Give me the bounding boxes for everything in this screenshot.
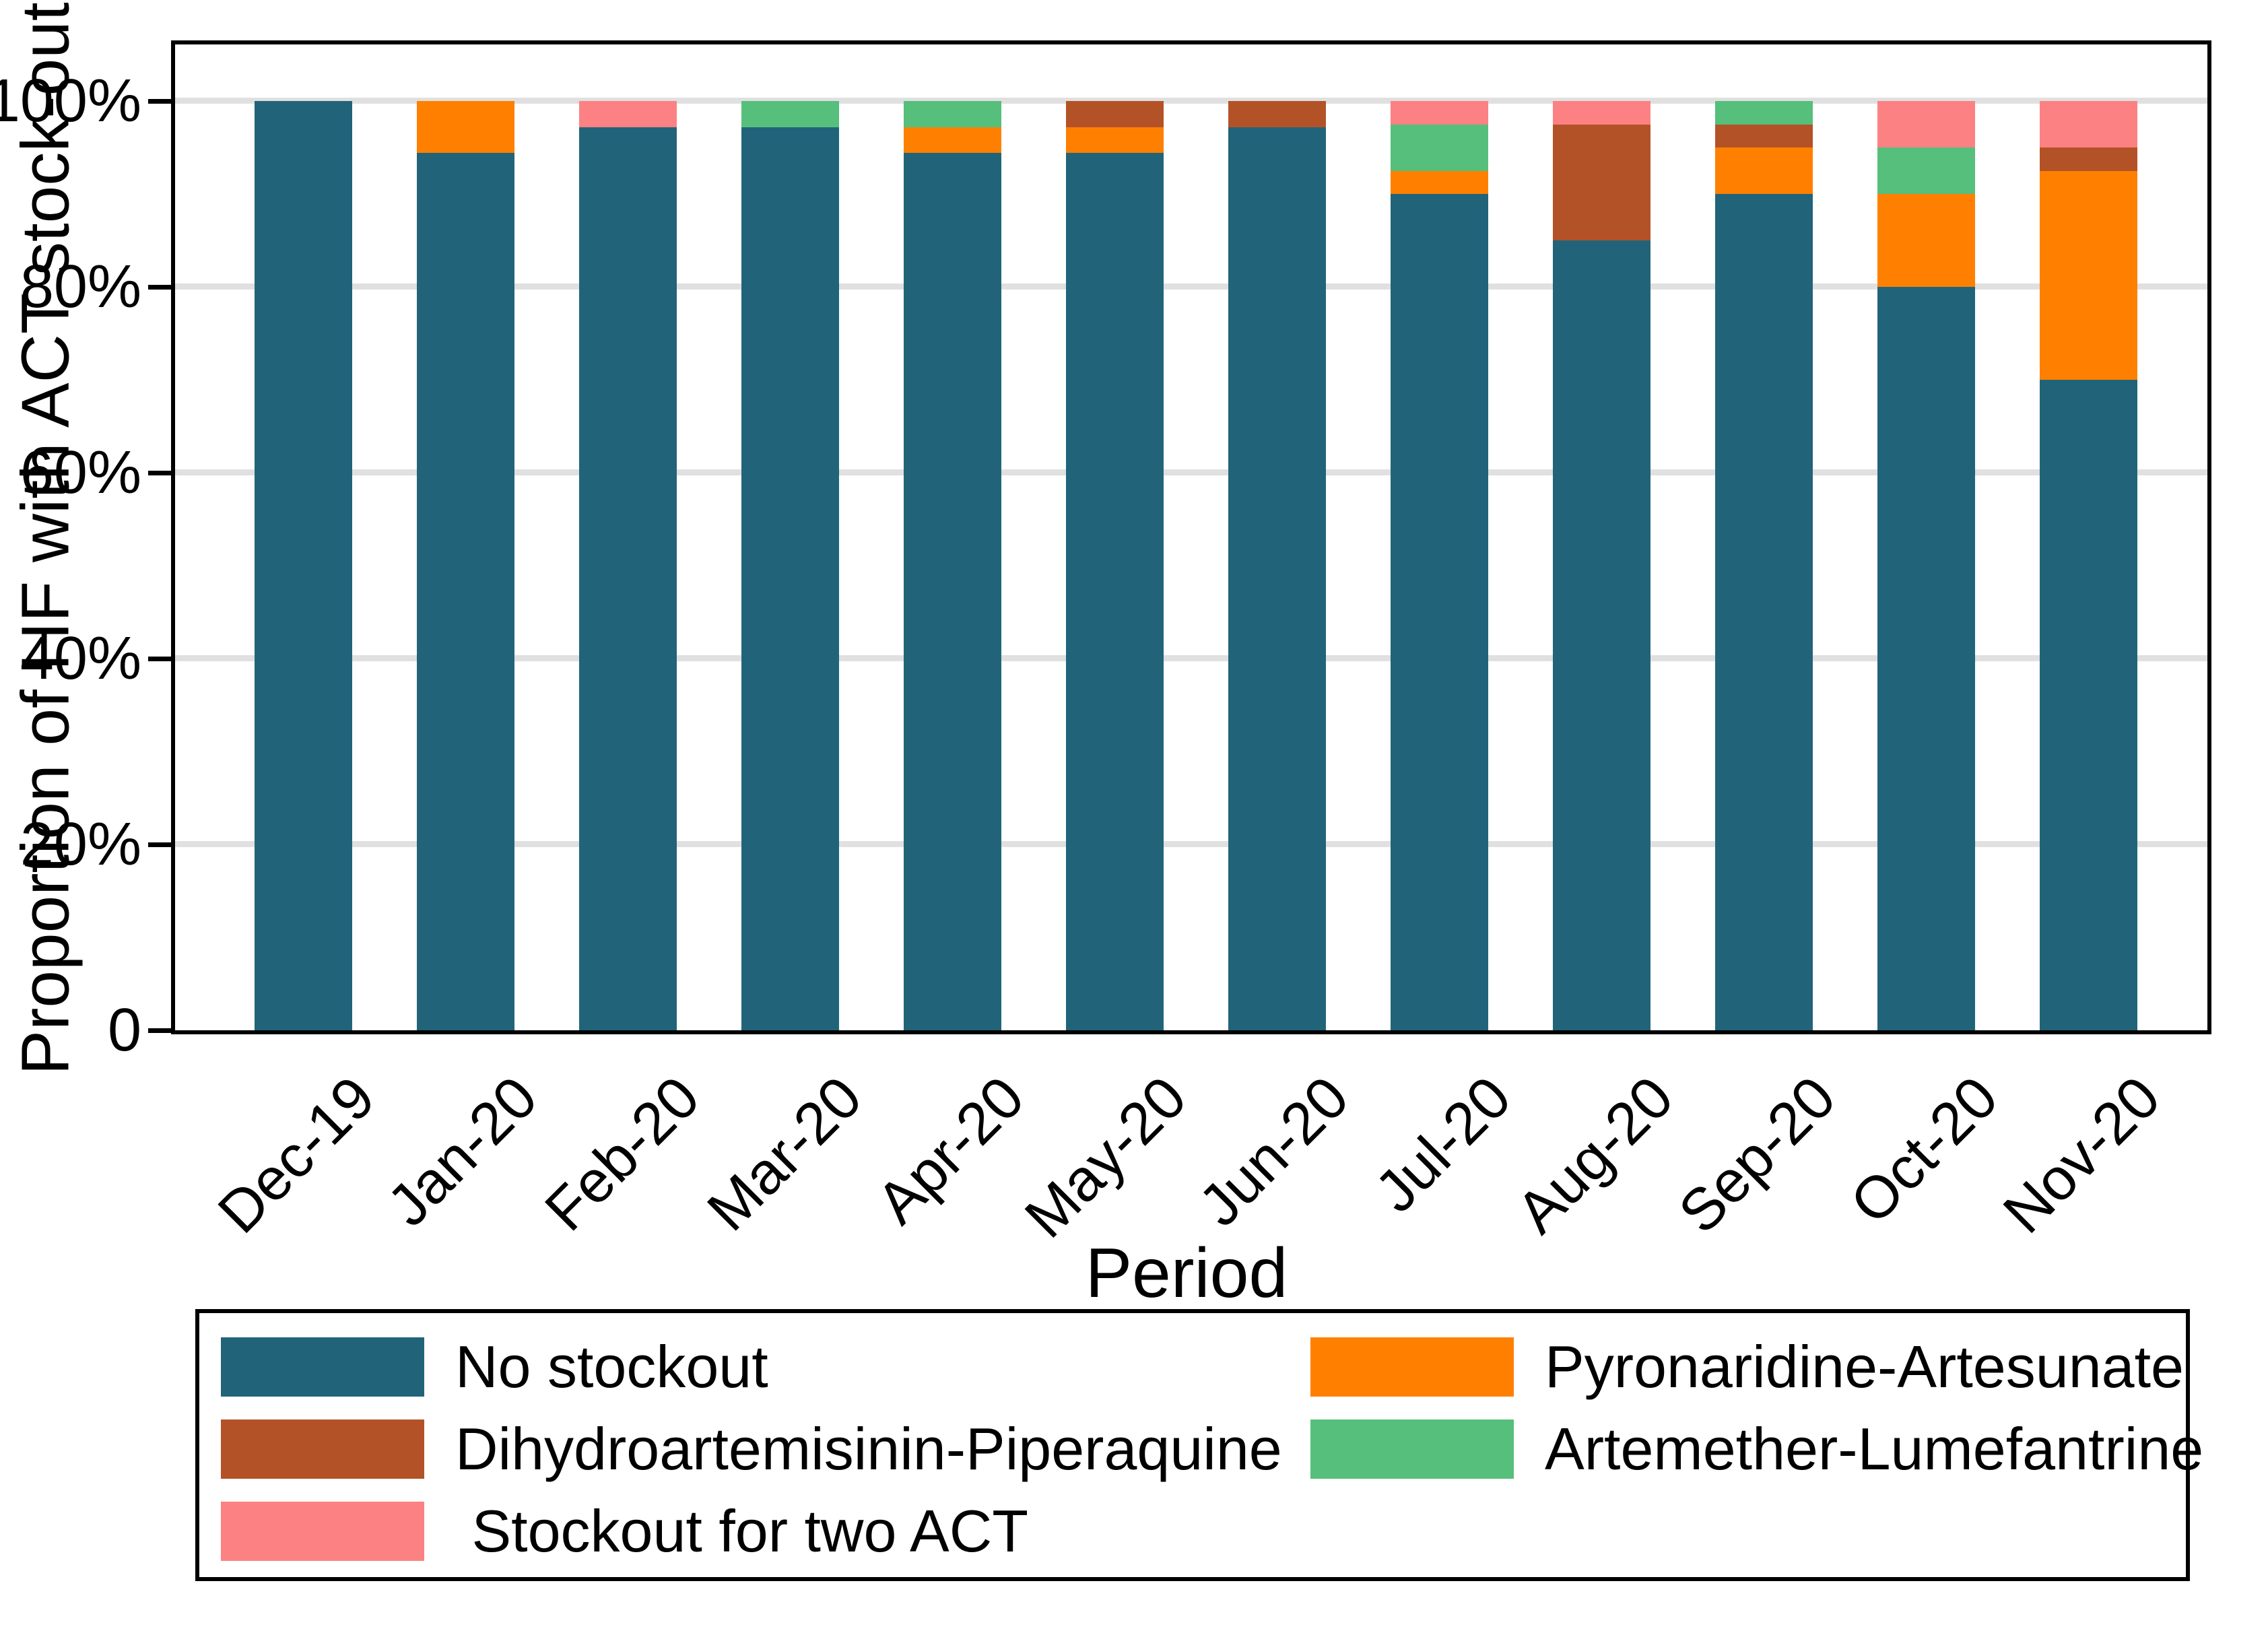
y-tick-80 — [148, 285, 171, 290]
y-tick-label-40: 40% — [20, 625, 141, 692]
legend-item-artemether-lumefantrine: Artemether-Lumefantrine — [1310, 1418, 2203, 1480]
bar-segment-no-stockout — [1390, 194, 1488, 1030]
gridline-80 — [175, 283, 2207, 290]
bar-segment-artemether-lumefantrine — [1714, 101, 1813, 125]
legend-label: Dihydroartemisinin-Piperaquine — [455, 1415, 1282, 1482]
legend-swatch-no-stockout — [221, 1337, 424, 1397]
bar-segment-pyronaridine-artesunate — [1877, 194, 1975, 287]
bar-segment-pyronaridine-artesunate — [2039, 170, 2137, 380]
legend-label: No stockout — [455, 1333, 768, 1400]
bar-Oct-20 — [1877, 101, 1975, 1030]
bar-segment-dihydroartemisinin-piperaquine — [1552, 124, 1650, 240]
bar-Jan-20 — [416, 101, 514, 1030]
bar-segment-no-stockout — [416, 153, 514, 1030]
bar-segment-pyronaridine-artesunate — [1065, 127, 1164, 154]
bar-segment-no-stockout — [254, 101, 352, 1030]
legend-swatch-artemether-lumefantrine — [1310, 1419, 1514, 1479]
bar-segment-dihydroartemisinin-piperaquine — [2039, 147, 2137, 171]
bar-Mar-20 — [741, 101, 839, 1030]
legend-label: Pyronaridine-Artesunate — [1545, 1333, 2184, 1400]
bar-segment-no-stockout — [1065, 153, 1164, 1030]
legend-swatch-pyronaridine-artesunate — [1310, 1337, 1514, 1397]
legend-label: Stockout for two ACT — [455, 1498, 1028, 1564]
bar-Jul-20 — [1390, 101, 1488, 1030]
plot-area — [175, 44, 2207, 1030]
bar-segment-dihydroartemisinin-piperaquine — [1065, 101, 1164, 127]
bar-segment-no-stockout — [1877, 287, 1975, 1030]
bar-segment-artemether-lumefantrine — [741, 101, 839, 127]
legend: No stockout Dihydroartemisinin-Piperaquin… — [195, 1309, 2203, 1581]
bar-May-20 — [1065, 101, 1164, 1030]
legend-label: Artemether-Lumefantrine — [1545, 1415, 2204, 1482]
bar-segment-pyronaridine-artesunate — [1390, 170, 1488, 194]
gridline-40 — [175, 655, 2207, 661]
bar-segment-no-stockout — [1228, 127, 1326, 1030]
bar-segment-dihydroartemisinin-piperaquine — [1714, 124, 1813, 147]
bar-Dec-19 — [254, 101, 352, 1030]
y-tick-0 — [148, 1028, 171, 1033]
y-tick-label-80: 80% — [20, 253, 141, 321]
bar-segment-stockout-for-two-act — [1877, 101, 1975, 147]
bar-segment-artemether-lumefantrine — [1877, 147, 1975, 194]
y-tick-label-20: 20% — [20, 811, 141, 878]
bar-segment-artemether-lumefantrine — [1390, 124, 1488, 171]
legend-swatch-dihydroartemisinin-piperaquine — [221, 1419, 424, 1479]
y-tick-label-60: 60% — [20, 439, 141, 506]
y-tick-label-0: 0 — [107, 997, 141, 1064]
legend-item-stockout-for-two-act: Stockout for two ACT — [221, 1500, 1028, 1562]
bar-segment-pyronaridine-artesunate — [903, 127, 1001, 154]
bar-segment-stockout-for-two-act — [2039, 101, 2137, 147]
legend-item-no-stockout: No stockout — [221, 1336, 768, 1398]
bar-segment-no-stockout — [578, 127, 677, 1030]
legend-swatch-stockout-for-two-act — [221, 1502, 424, 1561]
gridline-20 — [175, 841, 2207, 847]
bar-Aug-20 — [1552, 101, 1650, 1030]
gridline-60 — [175, 469, 2207, 475]
x-axis-title: Period — [1085, 1234, 1288, 1312]
y-axis-title: Proportion of HF with ACT stock-out — [7, 2, 84, 1075]
bar-segment-stockout-for-two-act — [1390, 101, 1488, 125]
bar-Jun-20 — [1228, 101, 1326, 1030]
bar-Sep-20 — [1714, 101, 1813, 1030]
bar-segment-stockout-for-two-act — [1552, 101, 1650, 125]
bar-segment-stockout-for-two-act — [578, 101, 677, 127]
bar-Apr-20 — [903, 101, 1001, 1030]
bar-segment-no-stockout — [1552, 240, 1650, 1030]
y-tick-100 — [148, 99, 171, 104]
bar-segment-no-stockout — [1714, 194, 1813, 1030]
bar-segment-no-stockout — [741, 127, 839, 1030]
bar-segment-dihydroartemisinin-piperaquine — [1228, 101, 1326, 127]
y-tick-20 — [148, 842, 171, 847]
y-tick-60 — [148, 471, 171, 475]
y-tick-40 — [148, 657, 171, 661]
gridline-100 — [175, 98, 2207, 104]
legend-item-pyronaridine-artesunate: Pyronaridine-Artesunate — [1310, 1336, 2184, 1398]
bar-segment-artemether-lumefantrine — [903, 101, 1001, 127]
bar-segment-pyronaridine-artesunate — [416, 101, 514, 154]
plot-frame — [171, 40, 2211, 1034]
bar-segment-no-stockout — [903, 153, 1001, 1030]
legend-item-dihydroartemisinin-piperaquine: Dihydroartemisinin-Piperaquine — [221, 1418, 1282, 1480]
bar-segment-no-stockout — [2039, 380, 2137, 1030]
bar-Nov-20 — [2039, 101, 2137, 1030]
y-tick-label-100: 100% — [0, 67, 141, 135]
bar-segment-pyronaridine-artesunate — [1714, 147, 1813, 194]
bar-Feb-20 — [578, 101, 677, 1030]
